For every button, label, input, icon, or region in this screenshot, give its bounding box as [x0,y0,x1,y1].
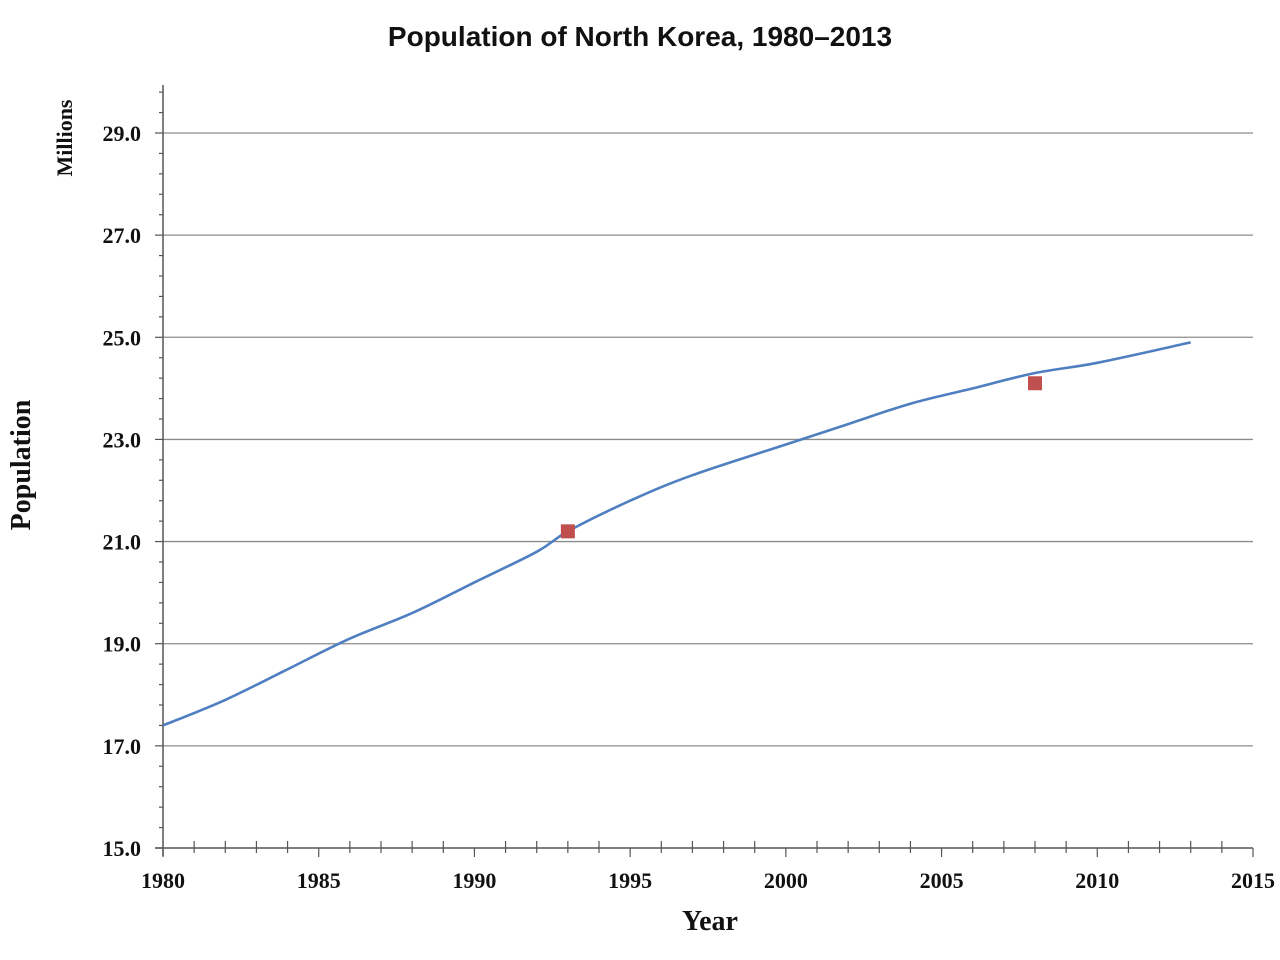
x-tick-labels: 1980 1985 1990 1995 2000 2005 2010 2015 [141,868,1275,893]
y-tick-labels: 15.0 17.0 19.0 21.0 23.0 25.0 27.0 29.0 [103,121,142,861]
grid-lines [163,132,1253,747]
x-tick-label: 2005 [920,868,964,893]
y-axis-unit: Millions [52,99,77,176]
y-tick-label: 27.0 [103,223,142,248]
y-tick-label: 17.0 [103,734,142,759]
y-axis-label: Population [6,399,37,530]
chart-title: Population of North Korea, 1980–2013 [388,21,892,52]
y-tick-label: 15.0 [103,836,142,861]
x-axis-label: Year [682,906,738,937]
axis-ticks [155,91,1254,857]
x-tick-label: 1995 [608,868,652,893]
y-tick-label: 29.0 [103,121,142,146]
data-series [162,341,1191,727]
x-tick-label: 2000 [764,868,808,893]
population-line [162,341,1191,727]
x-tick-label: 2015 [1231,868,1275,893]
x-tick-label: 2010 [1075,868,1119,893]
x-tick-label: 1990 [452,868,496,893]
data-marker [1028,376,1042,391]
y-tick-label: 23.0 [103,427,142,452]
y-tick-label: 25.0 [103,325,142,350]
y-tick-label: 21.0 [103,530,142,555]
y-tick-label: 19.0 [103,632,142,657]
axes [155,85,1253,856]
x-tick-label: 1980 [141,868,185,893]
data-marker [560,524,575,539]
x-tick-label: 1985 [297,868,341,893]
